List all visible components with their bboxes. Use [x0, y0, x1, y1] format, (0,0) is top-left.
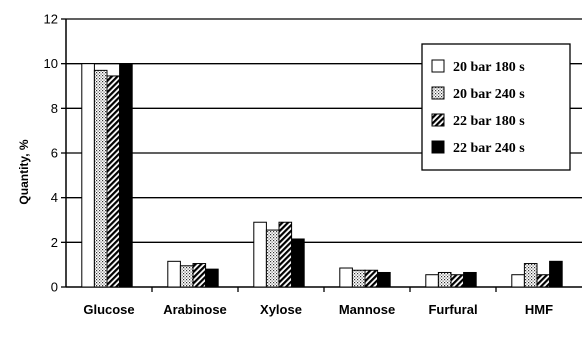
bar-hmf-series-3 [536, 274, 551, 288]
legend-swatch [431, 140, 445, 154]
x-category-label: Xylose [260, 302, 302, 317]
bar-hmf-series-2 [523, 263, 538, 288]
bar-arabinose-series-1 [167, 260, 181, 288]
bar-arabinose-series-2 [179, 265, 194, 288]
bar-hmf-series-4 [549, 260, 563, 288]
x-category-label: Mannose [339, 302, 395, 317]
bar-xylose-series-4 [291, 238, 305, 288]
bar-furfural-series-1 [425, 274, 439, 288]
y-tick-label: 12 [44, 12, 58, 27]
gridlines [66, 18, 582, 243]
legend-label: 22 bar 180 s [453, 114, 525, 129]
x-category-label: Glucose [83, 302, 134, 317]
bar-glucose-series-1 [81, 63, 95, 288]
bar-xylose-series-3 [278, 221, 293, 288]
legend-label: 20 bar 180 s [453, 60, 525, 75]
legend-label: 22 bar 240 s [453, 141, 525, 156]
bar-mannose-series-3 [364, 269, 379, 288]
y-tick-label: 0 [51, 280, 58, 295]
bar-mannose-series-1 [339, 267, 353, 288]
legend-label: 20 bar 240 s [453, 87, 525, 102]
bar-arabinose-series-4 [205, 268, 219, 288]
bars [81, 63, 563, 288]
y-tick-label: 4 [51, 190, 58, 205]
y-tick-label: 2 [51, 235, 58, 250]
legend: 20 bar 180 s 20 bar 240 s 22 bar 180 s 22 b… [421, 43, 571, 171]
legend-box [421, 43, 571, 171]
bar-xylose-series-2 [265, 229, 280, 288]
bar-glucose-series-2 [93, 69, 108, 288]
bar-mannose-series-2 [351, 269, 366, 288]
axes [61, 18, 582, 292]
y-tick-label: 6 [51, 146, 58, 161]
bar-furfural-series-4 [463, 271, 477, 288]
bar-glucose-series-3 [106, 75, 121, 288]
x-category-label: Furfural [428, 302, 477, 317]
legend-swatch [431, 59, 445, 73]
bar-furfural-series-2 [437, 271, 452, 288]
x-category-label: HMF [525, 302, 553, 317]
bar-glucose-series-4 [119, 63, 133, 288]
legend-swatch [431, 86, 445, 100]
bar-furfural-series-3 [450, 274, 465, 288]
legend-swatch [431, 113, 445, 127]
y-tick-label: 8 [51, 101, 58, 116]
y-axis-title: Quantity, % [17, 139, 31, 204]
bar-arabinose-series-3 [192, 263, 207, 288]
axis-labels: 0 2 4 6 8 10 12 Glucose Arabinose Xylose Mannose Fu… [44, 12, 554, 318]
bar-hmf-series-1 [511, 274, 525, 288]
bar-mannose-series-4 [377, 271, 391, 288]
y-tick-label: 10 [44, 56, 58, 71]
x-category-label: Arabinose [163, 302, 227, 317]
bar-xylose-series-1 [253, 221, 267, 288]
